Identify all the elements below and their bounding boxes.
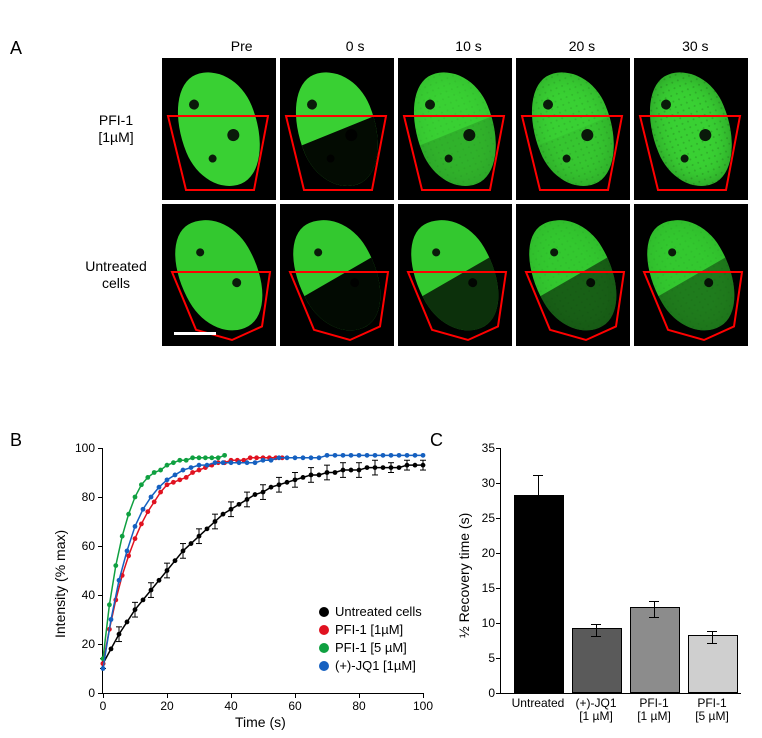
bar <box>514 495 564 693</box>
line-chart: 020406080100020406080100Untreated cellsP… <box>102 448 423 694</box>
col-label: 0 s <box>298 38 411 54</box>
legend-label: PFI-1 [1µM] <box>335 622 403 637</box>
legend-label: (+)-JQ1 [1µM] <box>335 658 416 673</box>
panel-b-xlabel: Time (s) <box>235 714 286 730</box>
bleach-roi-outline <box>516 204 630 346</box>
row-label: PFI-1[1µM] <box>70 112 162 146</box>
bar-label: Untreated <box>508 697 568 710</box>
microscopy-cell <box>398 58 512 200</box>
row-label: Untreatedcells <box>70 258 162 292</box>
bleach-roi-outline <box>162 204 276 346</box>
ytick-label: 30 <box>471 476 495 490</box>
bar-chart: 05101520253035Untreated(+)-JQ1[1 µM]PFI-… <box>500 448 741 694</box>
microscopy-cell <box>634 58 748 200</box>
ytick-label: 15 <box>471 581 495 595</box>
legend: Untreated cells PFI-1 [1µM] PFI-1 [5 µM] (+… <box>319 604 422 676</box>
panel-a-row: Untreatedcells <box>70 204 752 346</box>
ytick-label: 40 <box>69 588 95 602</box>
ytick-label: 60 <box>69 539 95 553</box>
xtick-label: 0 <box>91 699 115 713</box>
microscopy-cell <box>398 204 512 346</box>
bleach-roi-outline <box>280 58 394 200</box>
ytick-label: 20 <box>69 637 95 651</box>
panel-a-label: A <box>10 38 22 59</box>
xtick-label: 80 <box>347 699 371 713</box>
ytick-label: 35 <box>471 441 495 455</box>
panel-c-label: C <box>430 430 443 451</box>
microscopy-cell <box>634 204 748 346</box>
bar-label: PFI-1[1 µM] <box>624 697 684 723</box>
scale-bar <box>174 332 216 335</box>
microscopy-cell <box>516 58 630 200</box>
panel-a-row: PFI-1[1µM] <box>70 58 752 200</box>
bar <box>572 628 622 693</box>
microscopy-cell <box>162 58 276 200</box>
bar-label: PFI-1[5 µM] <box>682 697 742 723</box>
bleach-roi-outline <box>398 204 512 346</box>
xtick-label: 40 <box>219 699 243 713</box>
bleach-roi-outline <box>516 58 630 200</box>
microscopy-cell <box>280 204 394 346</box>
xtick-label: 20 <box>155 699 179 713</box>
panel-b-label: B <box>10 430 22 451</box>
ytick-label: 5 <box>471 651 495 665</box>
bleach-roi-outline <box>634 58 748 200</box>
microscopy-cell <box>280 58 394 200</box>
bleach-roi-outline <box>162 58 276 200</box>
ytick-label: 20 <box>471 546 495 560</box>
ytick-label: 100 <box>69 441 95 455</box>
panel-a: Pre 0 s 10 s 20 s 30 s PFI-1[1µM] Untreat… <box>70 38 752 346</box>
bleach-roi-outline <box>398 58 512 200</box>
panel-b: 0 20 40 60 80 100 0 20 40 60 80 100 Untreated cells P… <box>40 438 440 738</box>
panel-c-ylabel: ½ Recovery time (s) <box>456 513 472 638</box>
legend-label: PFI-1 [5 µM] <box>335 640 407 655</box>
bleach-roi-outline <box>280 204 394 346</box>
ytick-label: 10 <box>471 616 495 630</box>
col-label: 30 s <box>639 38 752 54</box>
ytick-label: 25 <box>471 511 495 525</box>
xtick-label: 60 <box>283 699 307 713</box>
panel-a-col-labels: Pre 0 s 10 s 20 s 30 s <box>185 38 752 54</box>
bar <box>630 607 680 693</box>
ytick-label: 0 <box>69 686 95 700</box>
microscopy-cell <box>516 204 630 346</box>
col-label: Pre <box>185 38 298 54</box>
ytick-label: 0 <box>471 686 495 700</box>
ytick-label: 80 <box>69 490 95 504</box>
microscopy-cell <box>162 204 276 346</box>
bar-label: (+)-JQ1[1 µM] <box>566 697 626 723</box>
xtick-label: 100 <box>411 699 435 713</box>
col-label: 10 s <box>412 38 525 54</box>
col-label: 20 s <box>525 38 638 54</box>
bleach-roi-outline <box>634 204 748 346</box>
figure-root: A Pre 0 s 10 s 20 s 30 s PFI-1[1µM] Untre… <box>10 38 752 346</box>
panel-b-ylabel: Intensity (% max) <box>52 530 68 638</box>
panel-c: 05101520253035Untreated(+)-JQ1[1 µM]PFI-… <box>450 438 750 738</box>
legend-label: Untreated cells <box>335 604 422 619</box>
